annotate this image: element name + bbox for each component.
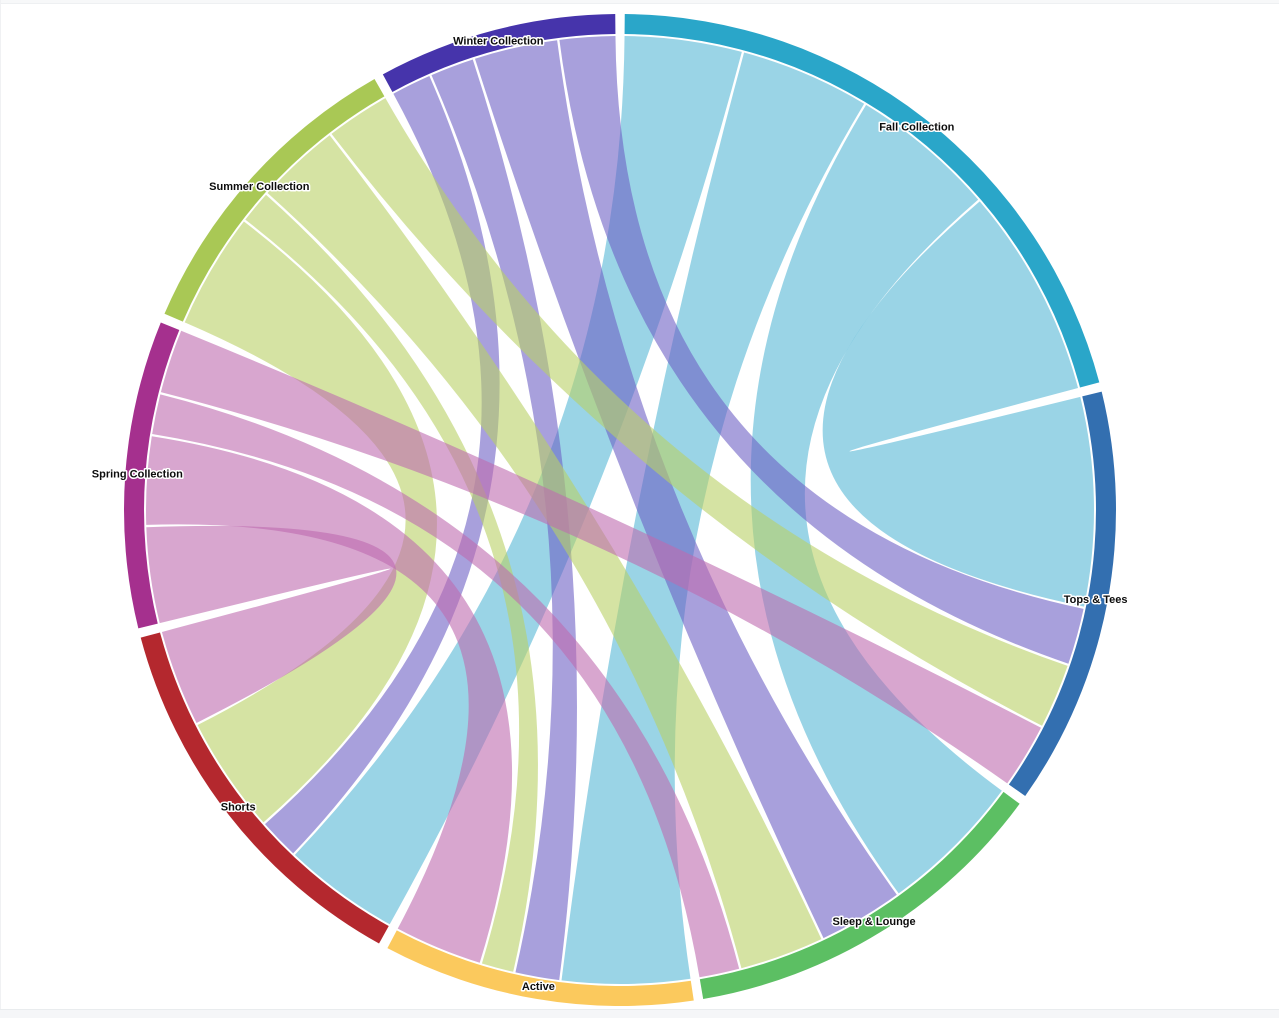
- arc-label-shorts: Shorts: [221, 801, 256, 813]
- arc-sleep-lounge[interactable]: [699, 791, 1020, 999]
- arc-label-fall-collection: Fall Collection: [879, 122, 954, 134]
- ribbon-fall-collection-to-tops-tees[interactable]: [822, 201, 1095, 607]
- arc-fall-collection[interactable]: [624, 14, 1100, 388]
- ribbon-summer-collection-to-sleep-lounge[interactable]: [267, 135, 822, 969]
- ribbon-summer-collection-to-tops-tees[interactable]: [331, 98, 1068, 726]
- ribbon-summer-collection-to-active[interactable]: [245, 194, 538, 972]
- arc-label-summer-collection: Summer Collection: [209, 181, 310, 193]
- arc-tops-tees[interactable]: [1008, 391, 1117, 797]
- arc-label-winter-collection: Winter Collection: [453, 35, 544, 47]
- page-left-edge: [0, 0, 1, 1018]
- arc-label-active: Active: [522, 981, 555, 993]
- arc-winter-collection[interactable]: [382, 14, 616, 92]
- arc-label-tops-tees: Tops & Tees: [1064, 594, 1128, 606]
- ribbon-winter-collection-to-shorts[interactable]: [264, 76, 500, 854]
- page-bottom-strip: [0, 1009, 1279, 1018]
- arc-active[interactable]: [387, 930, 694, 1006]
- page-top-strip: [0, 0, 1279, 4]
- arc-label-sleep-lounge: Sleep & Lounge: [833, 916, 916, 928]
- arc-shorts[interactable]: [140, 632, 389, 944]
- ribbon-spring-collection-to-shorts[interactable]: [146, 525, 397, 723]
- ribbon-spring-collection-to-tops-tees[interactable]: [160, 330, 1041, 784]
- ribbon-fall-collection-to-sleep-lounge[interactable]: [750, 104, 1002, 894]
- ribbon-winter-collection-to-sleep-lounge[interactable]: [474, 40, 897, 939]
- ribbon-spring-collection-to-active[interactable]: [145, 436, 513, 963]
- arc-label-spring-collection: Spring Collection: [92, 468, 183, 480]
- ribbon-winter-collection-to-tops-tees[interactable]: [559, 36, 1084, 664]
- arc-spring-collection[interactable]: [123, 322, 180, 629]
- arc-summer-collection[interactable]: [164, 79, 385, 322]
- ribbon-summer-collection-to-shorts[interactable]: [184, 221, 437, 823]
